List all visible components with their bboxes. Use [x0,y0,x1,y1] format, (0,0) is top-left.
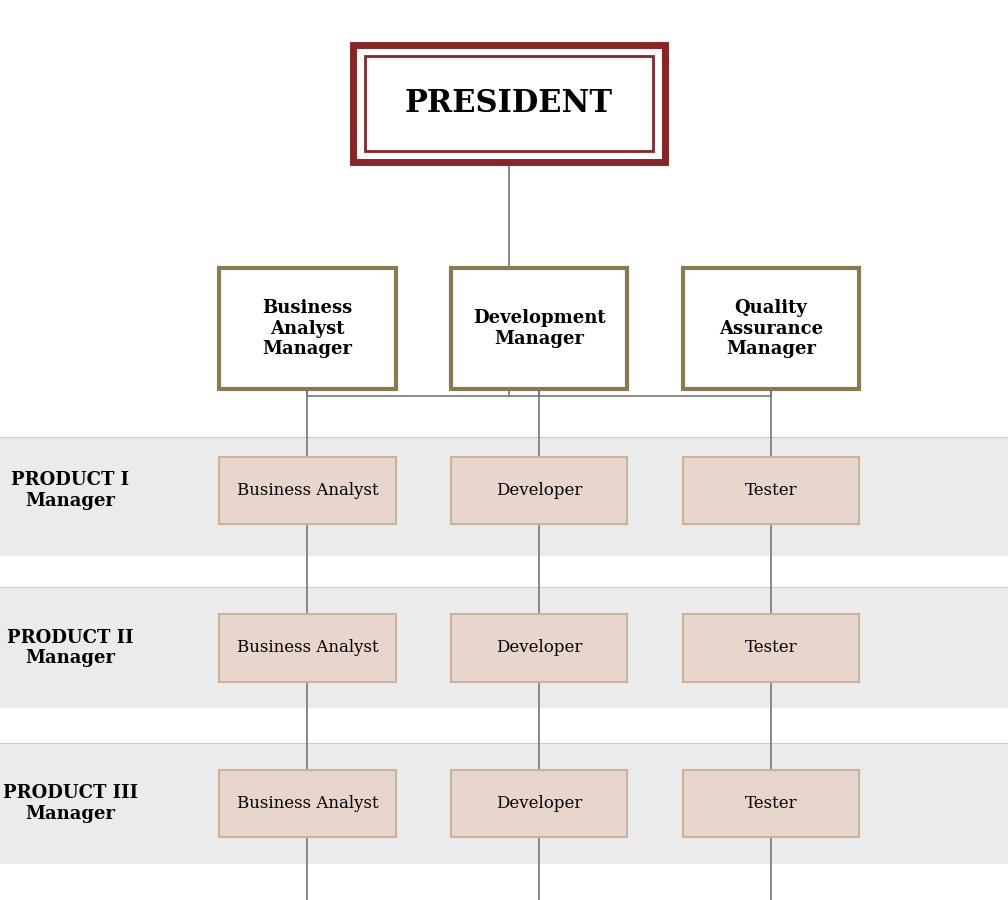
Text: Tester: Tester [745,796,797,812]
FancyBboxPatch shape [365,56,653,150]
FancyBboxPatch shape [220,614,395,682]
Text: Business Analyst: Business Analyst [237,640,378,656]
Text: Quality
Assurance
Manager: Quality Assurance Manager [719,299,824,358]
FancyBboxPatch shape [682,614,859,682]
Bar [0,436,1008,556]
Text: Developer: Developer [496,796,583,812]
Text: Tester: Tester [745,640,797,656]
FancyBboxPatch shape [451,770,627,837]
Text: PRODUCT III
Manager: PRODUCT III Manager [3,784,138,824]
FancyBboxPatch shape [354,46,664,162]
FancyBboxPatch shape [682,268,859,389]
Text: Developer: Developer [496,640,583,656]
Bar [0,587,1008,708]
FancyBboxPatch shape [682,770,859,837]
FancyBboxPatch shape [220,770,395,837]
Bar [0,742,1008,864]
FancyBboxPatch shape [451,614,627,682]
Text: PRODUCT I
Manager: PRODUCT I Manager [11,471,130,510]
Text: Business Analyst: Business Analyst [237,482,378,499]
Text: PRESIDENT: PRESIDENT [405,88,613,119]
Text: PRODUCT II
Manager: PRODUCT II Manager [7,628,134,668]
Text: Developer: Developer [496,482,583,499]
Text: Tester: Tester [745,482,797,499]
Text: Business
Analyst
Manager: Business Analyst Manager [262,299,353,358]
Text: Development
Manager: Development Manager [473,309,606,348]
FancyBboxPatch shape [682,456,859,524]
Text: Business Analyst: Business Analyst [237,796,378,812]
FancyBboxPatch shape [220,268,395,389]
FancyBboxPatch shape [451,456,627,524]
FancyBboxPatch shape [451,268,627,389]
FancyBboxPatch shape [220,456,395,524]
